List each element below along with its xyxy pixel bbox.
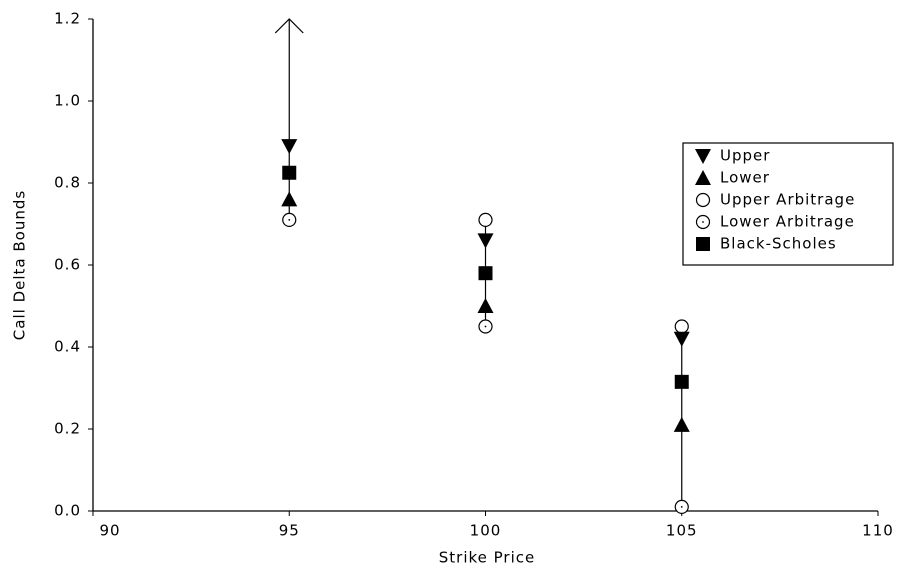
marker-circle-dot bbox=[674, 499, 689, 514]
marker-triangle-down bbox=[695, 149, 711, 164]
marker-triangle-down bbox=[281, 139, 298, 155]
legend: Upper Lower Upper Arbitrage Lower Arbitrage… bbox=[682, 142, 894, 266]
x-tick-label: 95 bbox=[279, 522, 300, 540]
marker-triangle-up bbox=[477, 298, 494, 313]
circle-dot bbox=[288, 219, 291, 221]
x-tick-label: 105 bbox=[666, 522, 698, 540]
marker-triangle-up bbox=[281, 191, 298, 207]
circle-outline bbox=[478, 212, 493, 227]
marker-triangle-up bbox=[695, 170, 711, 185]
marker-circle-dot bbox=[695, 214, 711, 230]
marker-circle bbox=[695, 192, 711, 208]
circle-dot bbox=[484, 325, 487, 328]
x-tick-label: 100 bbox=[470, 522, 502, 540]
marker-triangle-up bbox=[673, 416, 690, 432]
y-tick-label: 1.2 bbox=[54, 10, 81, 28]
marker-triangle-down bbox=[477, 233, 494, 249]
legend-label: Lower Arbitrage bbox=[720, 213, 855, 231]
marker-square bbox=[696, 237, 710, 251]
x-tick-label: 90 bbox=[99, 522, 120, 540]
marker-circle-dot bbox=[478, 319, 493, 334]
legend-label: Upper Arbitrage bbox=[720, 191, 855, 209]
y-tick-label: 0.2 bbox=[54, 420, 81, 438]
marker-triangle-down bbox=[673, 331, 690, 347]
marker-square bbox=[674, 374, 689, 389]
circle-outline bbox=[674, 319, 689, 334]
y-tick-label: 0.8 bbox=[54, 174, 81, 192]
x-tick-label: 110 bbox=[862, 522, 894, 540]
marker-square bbox=[282, 165, 297, 180]
circle-dot bbox=[680, 506, 683, 508]
legend-label: Black-Scholes bbox=[720, 235, 837, 253]
y-axis-label: Call Delta Bounds bbox=[11, 190, 29, 340]
legend-label: Lower bbox=[720, 169, 770, 187]
y-tick-label: 0.0 bbox=[54, 502, 81, 520]
x-axis-label: Strike Price bbox=[439, 549, 535, 567]
legend-box bbox=[682, 142, 894, 266]
y-tick-label: 0.6 bbox=[54, 256, 81, 274]
circle-outline bbox=[695, 192, 711, 208]
marker-square bbox=[478, 266, 493, 281]
circle-dot bbox=[702, 221, 704, 223]
legend-label: Upper bbox=[720, 147, 770, 165]
unbounded-arrow bbox=[274, 18, 304, 34]
marker-circle bbox=[478, 212, 493, 227]
marker-circle bbox=[674, 319, 689, 334]
y-tick-label: 1.0 bbox=[54, 92, 81, 110]
marker-circle-dot bbox=[282, 212, 297, 227]
y-tick-label: 0.4 bbox=[54, 338, 81, 356]
